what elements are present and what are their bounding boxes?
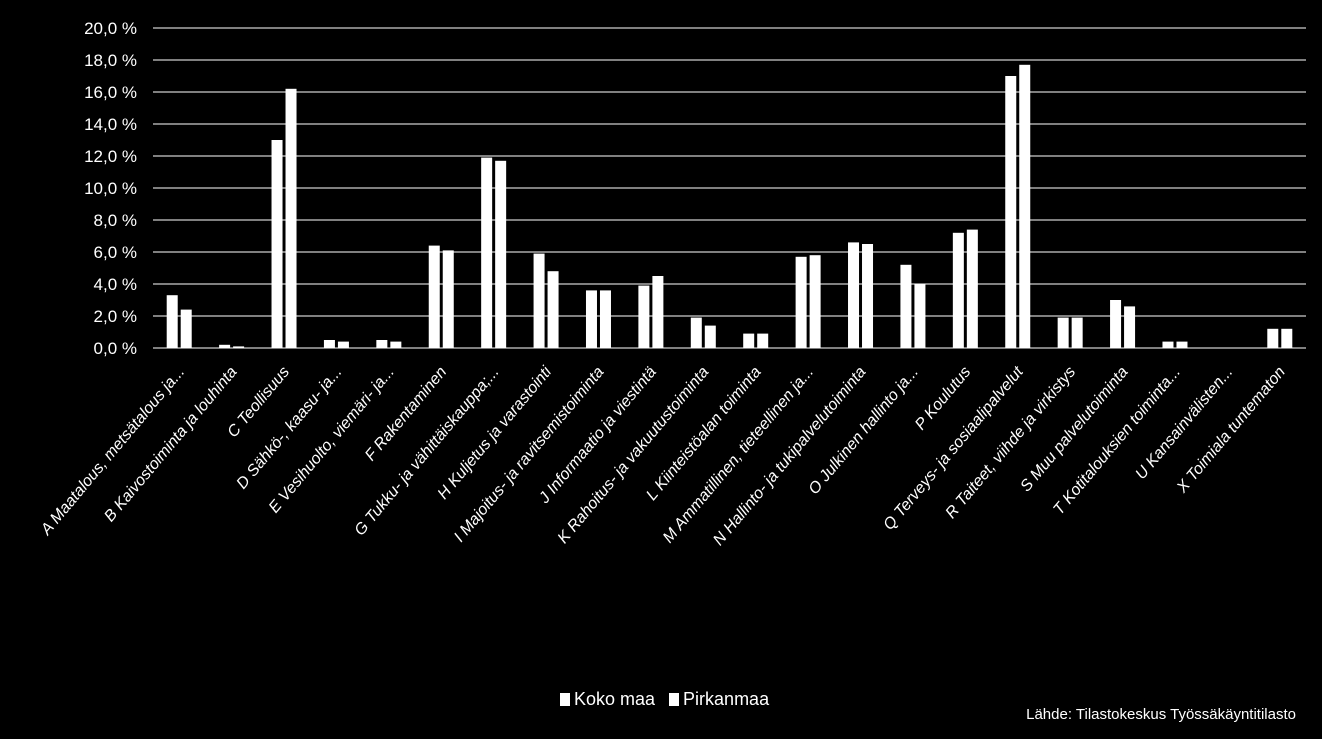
bar-koko-maa xyxy=(533,253,545,348)
bar-pirkanmaa xyxy=(914,284,926,348)
bar-pirkanmaa xyxy=(757,333,769,348)
bar-koko-maa xyxy=(690,317,702,348)
x-axis-category-labels: A Maatalous, metsätalous ja...B Kaivosto… xyxy=(37,363,1289,549)
y-axis-ticks: 0,0 % 2,0 % 4,0 % 6,0 % 8,0 % 10,0 % 12,0 % 14,… xyxy=(84,19,137,358)
bar-koko-maa xyxy=(376,340,388,348)
bar-pirkanmaa xyxy=(180,309,192,348)
y-tick-label: 16,0 % xyxy=(84,83,137,102)
y-tick-label: 20,0 % xyxy=(84,19,137,38)
bar-koko-maa xyxy=(638,285,650,348)
bar-koko-maa xyxy=(219,344,231,348)
bar-koko-maa xyxy=(1005,76,1017,348)
legend-swatch-koko-maa xyxy=(560,693,570,706)
bar-koko-maa xyxy=(900,264,912,348)
legend-item-pirkanmaa: Pirkanmaa xyxy=(669,689,769,710)
bar-pirkanmaa xyxy=(1071,317,1083,348)
bar-koko-maa xyxy=(323,340,335,348)
category-label: U Kansainvälisten... xyxy=(1133,364,1237,483)
bar-pirkanmaa xyxy=(390,341,402,348)
bar-pirkanmaa xyxy=(285,88,297,349)
category-label: O Julkinen hallinto ja... xyxy=(805,364,922,498)
y-tick-label: 6,0 % xyxy=(94,243,137,262)
bar-pirkanmaa xyxy=(966,229,978,348)
y-tick-label: 18,0 % xyxy=(84,51,137,70)
bar-koko-maa xyxy=(1057,317,1069,348)
bar-pirkanmaa xyxy=(1019,64,1031,349)
bar-pirkanmaa xyxy=(547,271,559,348)
bar-koko-maa xyxy=(166,295,178,348)
bar-pirkanmaa xyxy=(337,341,349,348)
bar-koko-maa xyxy=(1267,328,1279,348)
bar-pirkanmaa xyxy=(233,346,245,348)
bar-koko-maa xyxy=(1162,341,1174,348)
bar-pirkanmaa xyxy=(652,276,664,348)
bar-koko-maa xyxy=(795,256,807,348)
legend: Koko maa Pirkanmaa xyxy=(560,689,769,710)
bar-pirkanmaa xyxy=(704,325,716,348)
bar-koko-maa xyxy=(848,242,860,348)
category-label: S Muu palvelutoiminta xyxy=(1017,364,1131,496)
bar-pirkanmaa xyxy=(495,160,507,348)
bar-koko-maa xyxy=(743,333,755,348)
bar-koko-maa xyxy=(271,140,283,348)
legend-label-pirkanmaa: Pirkanmaa xyxy=(683,689,770,709)
bars xyxy=(166,64,1293,349)
y-tick-label: 12,0 % xyxy=(84,147,137,166)
bar-koko-maa xyxy=(585,290,597,348)
legend-swatch-pirkanmaa xyxy=(669,693,680,706)
bar-pirkanmaa xyxy=(442,250,454,348)
bar-koko-maa xyxy=(1110,300,1122,348)
category-label: X Toimiala tuntematon xyxy=(1173,364,1289,497)
category-label: D Sähkö-, kaasu- ja... xyxy=(234,364,346,493)
legend-label-koko-maa: Koko maa xyxy=(574,689,656,709)
source-note: Lähde: Tilastokeskus Työssäkäyntitilasto xyxy=(1026,706,1296,723)
bar-koko-maa xyxy=(952,232,964,348)
bar-koko-maa xyxy=(428,245,440,348)
gridlines xyxy=(153,27,1306,349)
y-tick-label: 8,0 % xyxy=(94,211,137,230)
bar-pirkanmaa xyxy=(809,255,821,348)
legend-item-koko-maa: Koko maa xyxy=(560,689,655,710)
bar-pirkanmaa xyxy=(1124,306,1136,348)
y-tick-label: 10,0 % xyxy=(84,179,137,198)
y-tick-label: 2,0 % xyxy=(94,307,137,326)
y-tick-label: 4,0 % xyxy=(94,275,137,294)
bar-pirkanmaa xyxy=(599,290,611,348)
bar-pirkanmaa xyxy=(1281,328,1293,348)
bar-koko-maa xyxy=(481,157,493,348)
bar-pirkanmaa xyxy=(862,244,874,348)
y-tick-label: 14,0 % xyxy=(84,115,137,134)
bar-pirkanmaa xyxy=(1176,341,1188,348)
y-tick-label: 0,0 % xyxy=(94,339,137,358)
